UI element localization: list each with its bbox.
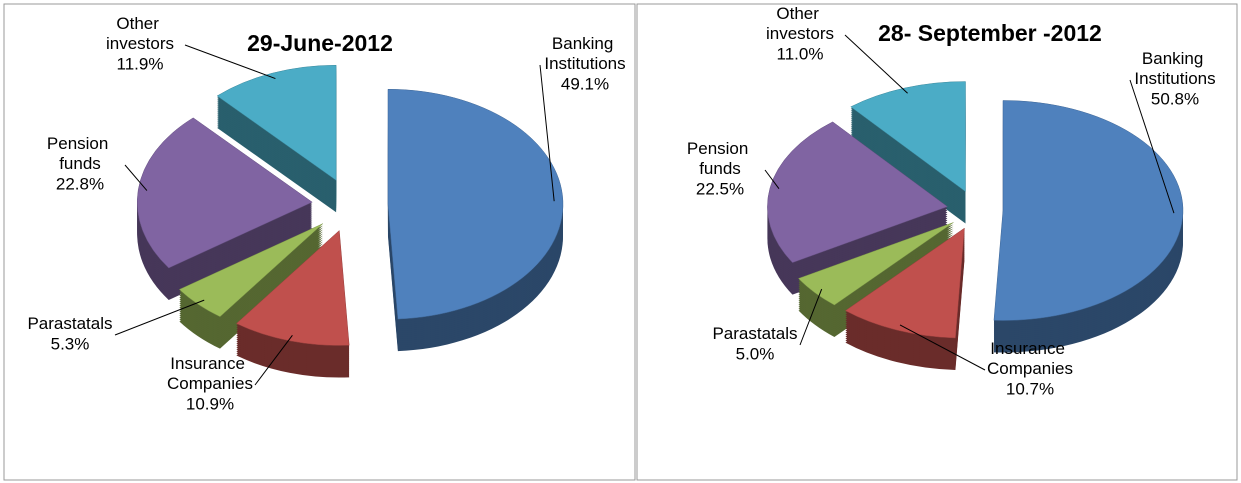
slice <box>216 64 337 181</box>
category-label: Other investors <box>766 4 834 43</box>
pie <box>136 64 564 378</box>
slice <box>993 100 1184 321</box>
category-label: Parastatals <box>712 324 797 343</box>
leader-line <box>899 324 986 371</box>
panel-border <box>636 3 1238 481</box>
value-label: 49.1% <box>561 74 609 93</box>
leader-line <box>539 64 555 202</box>
category-label: Insurance Companies <box>167 354 253 393</box>
value-label: 50.8% <box>1151 89 1199 108</box>
value-label: 22.5% <box>696 179 744 198</box>
leader-line <box>764 169 780 189</box>
chart-title: 29-June-2012 <box>247 30 393 56</box>
leader-line <box>184 44 276 80</box>
slice <box>850 81 966 193</box>
leader-line <box>254 335 293 386</box>
category-label: Other investors <box>106 14 174 53</box>
slice <box>387 88 564 320</box>
slice <box>136 117 313 269</box>
slice <box>798 222 954 306</box>
category-label: Pension funds <box>47 134 113 173</box>
panel-border <box>3 3 636 481</box>
leader-line <box>124 164 148 191</box>
category-label: Banking Institutions <box>544 34 625 73</box>
leader-line <box>1129 79 1175 214</box>
value-label: 22.8% <box>56 174 104 193</box>
slice <box>235 229 350 346</box>
value-label: 5.0% <box>736 344 775 363</box>
value-label: 11.9% <box>117 54 164 73</box>
pie <box>767 81 1184 371</box>
slice <box>178 223 324 317</box>
chart-title: 28- September -2012 <box>878 20 1102 46</box>
slice <box>844 227 965 339</box>
slice <box>767 121 948 263</box>
category-label: Parastatals <box>27 314 112 333</box>
category-label: Pension funds <box>687 139 753 178</box>
value-label: 10.7% <box>1006 379 1054 398</box>
value-label: 11.0% <box>777 44 824 63</box>
category-label: Insurance Companies <box>987 339 1073 378</box>
category-label: Banking Institutions <box>1134 49 1215 88</box>
leader-line <box>844 34 908 94</box>
leader-line <box>799 288 823 346</box>
leader-line <box>114 299 205 336</box>
value-label: 10.9% <box>186 394 234 413</box>
value-label: 5.3% <box>51 334 90 353</box>
